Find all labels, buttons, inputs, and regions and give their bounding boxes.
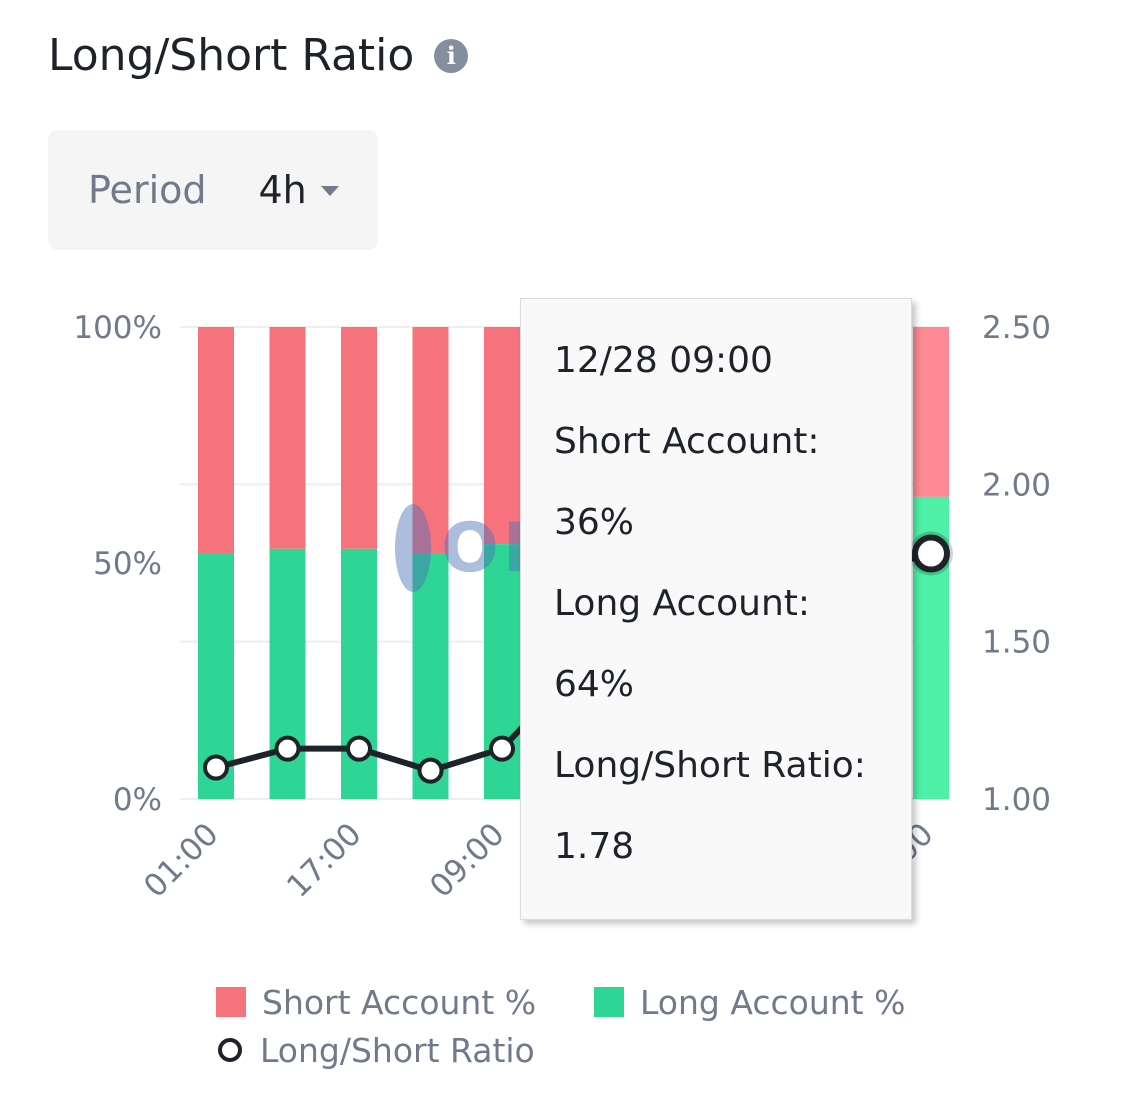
tooltip-long-label: Long Account: (554, 583, 811, 624)
tooltip-short-label: Short Account: (554, 421, 820, 462)
short-bar (484, 327, 520, 545)
chart-tooltip: 12/28 09:00 Short Account: 36% Long Acco… (520, 298, 912, 920)
legend-item-ratio[interactable]: Long/Short Ratio (216, 1031, 535, 1070)
ratio-point (912, 534, 950, 573)
legend-label-short: Short Account % (262, 982, 537, 1022)
tooltip-date: 12/28 09:00 (554, 340, 773, 381)
y-left-tick-label: 0% (113, 782, 162, 818)
ratio-point (346, 735, 372, 762)
x-tick-label: 17:00 (280, 816, 369, 905)
ratio-point (203, 754, 229, 781)
legend-item-short[interactable]: Short Account % (216, 983, 594, 1022)
ratio-point (417, 757, 444, 784)
tooltip-ratio-label: Long/Short Ratio: (554, 745, 866, 786)
info-icon[interactable]: i (434, 38, 469, 73)
short-bar (198, 327, 234, 554)
tooltip-ratio-value: 1.78 (554, 826, 635, 867)
chart-title-row: Long/Short Ratio i (48, 30, 469, 81)
period-value[interactable]: 4h (258, 168, 307, 212)
short-bar (269, 327, 306, 549)
tooltip-long-value: 64% (554, 664, 635, 705)
short-bar (412, 327, 449, 554)
y-left-tick-label: 50% (93, 546, 162, 582)
y-right-tick-label: 2.00 (982, 467, 1051, 503)
period-selector[interactable]: Period 4h (48, 130, 378, 250)
legend-swatch-short (216, 987, 246, 1017)
y-right-tick-label: 1.50 (982, 625, 1051, 661)
legend-swatch-ratio (218, 1038, 242, 1062)
legend-item-long[interactable]: Long Account % (594, 983, 905, 1022)
short-bar (341, 327, 377, 549)
y-left-tick-label: 100% (73, 310, 162, 346)
ratio-point (489, 735, 515, 762)
legend-swatch-long (594, 987, 624, 1017)
x-tick-label: 09:00 (423, 816, 512, 905)
period-label: Period (88, 168, 207, 212)
short-bar (913, 327, 949, 497)
x-tick-label: 01:00 (137, 816, 226, 905)
tooltip-short-value: 36% (554, 502, 635, 543)
page-title: Long/Short Ratio (48, 30, 415, 81)
ratio-point (274, 735, 301, 762)
legend-label-ratio: Long/Short Ratio (260, 1030, 535, 1070)
legend-label-long: Long Account % (640, 982, 906, 1022)
y-right-tick-label: 1.00 (982, 782, 1051, 818)
y-right-tick-label: 2.50 (982, 310, 1051, 346)
chart-legend: Short Account % Long Account % Long/Shor… (216, 978, 905, 1074)
chevron-down-icon[interactable] (320, 186, 339, 196)
